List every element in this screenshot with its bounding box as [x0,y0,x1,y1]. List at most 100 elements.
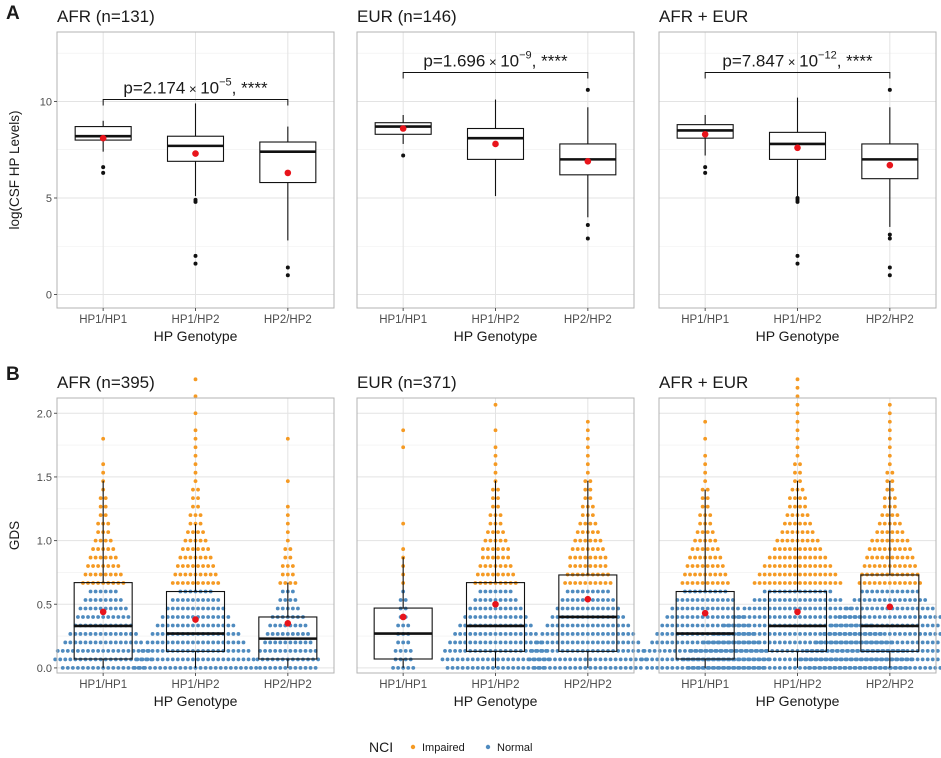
dot-impaired [86,564,90,568]
dot-impaired [491,487,495,492]
dot-normal [228,666,233,670]
dot-impaired [578,538,583,543]
dot-normal [280,589,285,594]
dot-normal [290,606,295,611]
dot-impaired [491,504,495,509]
dot-normal [660,657,665,662]
dot-impaired [596,530,600,534]
dot-normal [298,666,303,670]
dot-impaired [905,555,910,560]
dot-normal [827,632,832,636]
dot-impaired [705,487,710,492]
dot-impaired [803,547,807,551]
dot-normal [880,657,885,662]
dot-impaired [913,581,917,585]
dot-normal [201,657,205,662]
dot-normal [106,666,111,670]
dot-impaired [401,428,406,433]
dot-normal [91,649,95,653]
dot-normal [83,598,88,602]
dot-normal [275,632,280,636]
dot-normal [867,666,872,670]
dot-normal [898,598,902,602]
dot-normal [496,657,500,662]
dot-impaired [785,513,790,518]
dot-impaired [91,564,95,568]
dot-impaired [588,487,593,492]
dot-normal [503,606,508,611]
dot-normal [568,657,573,662]
dot-normal [303,649,308,653]
dot-normal [855,657,859,662]
dot-normal [596,640,600,645]
dot-normal [722,623,727,628]
dot-normal [660,640,665,645]
dot-impaired [486,530,490,534]
dot-normal [498,606,503,611]
dot-normal [93,606,98,611]
dot-normal [103,632,108,636]
dot-normal [150,640,155,645]
dot-impaired [680,581,685,585]
dot-normal [793,615,797,619]
y-axis-title: log(CSF HP Levels) [7,110,22,229]
panel-title: AFR (n=131) [57,7,155,26]
dot-normal [216,657,221,662]
dot-normal [772,640,777,645]
dot-normal [246,657,251,662]
dot-impaired [593,538,598,543]
dot-normal [208,666,213,670]
dot-normal [493,606,498,611]
dot-normal [491,666,495,670]
dot-normal [690,598,695,602]
dot-impaired [93,572,98,577]
dot-impaired [603,555,608,560]
dot-normal [760,649,765,653]
dot-normal [534,632,538,636]
dot-impaired [590,513,595,518]
p-value-part: p=7.847 [722,52,784,71]
dot-impaired [506,547,511,551]
dot-normal [762,632,767,636]
dot-normal [847,666,852,670]
dot-normal [788,615,792,619]
dot-impaired [196,504,200,509]
outlier-point [795,253,800,258]
dot-normal [411,666,416,670]
dot-normal [170,623,175,628]
dot-normal [468,640,473,645]
dot-normal [590,598,595,602]
dot-normal [695,598,700,602]
dot-impaired [203,572,208,577]
dot-impaired [795,402,800,407]
dot-impaired [585,453,590,458]
dot-normal [819,657,824,662]
dot-normal [895,640,900,645]
dot-normal [813,598,818,602]
dot-normal [603,657,608,662]
dot-normal [930,640,935,645]
dot-normal [580,606,585,611]
dot-normal [704,649,709,653]
dot-impaired [882,496,887,501]
dot-normal [626,632,631,636]
dot-normal [900,640,905,645]
dot-impaired [757,581,762,585]
dot-normal [865,657,870,662]
dot-normal [623,657,628,662]
dot-impaired [700,581,705,585]
dot-normal [685,615,690,619]
dot-normal [460,657,465,662]
dot-impaired [782,581,787,585]
dot-impaired [183,572,188,577]
dot-impaired [108,555,113,560]
dot-normal [803,632,807,636]
dot-normal [121,666,126,670]
dot-normal [898,615,902,619]
dot-normal [163,666,168,670]
mean-point [192,616,199,623]
dot-normal [930,657,935,662]
dot-normal [590,640,595,645]
dot-impaired [173,572,178,577]
